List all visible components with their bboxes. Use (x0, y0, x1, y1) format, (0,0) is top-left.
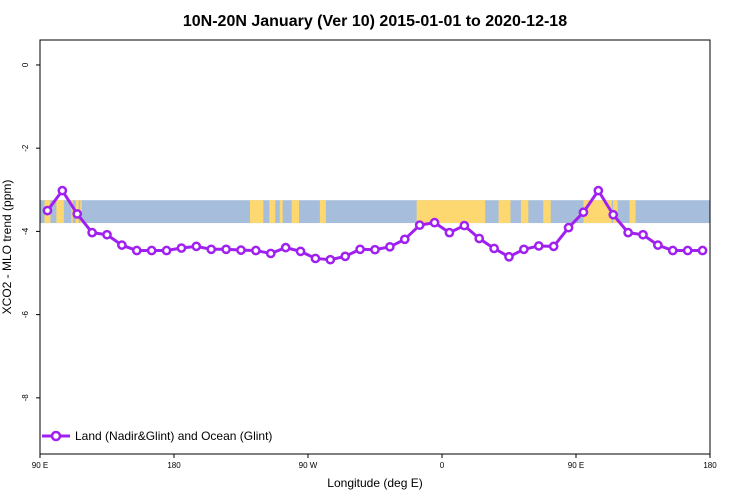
data-point (117, 240, 127, 250)
data-point (697, 245, 708, 256)
data-point (385, 241, 395, 252)
data-point (608, 209, 619, 220)
plot-frame (39, 39, 711, 455)
map-land (520, 200, 529, 224)
x-tick-label: 90 E (32, 461, 48, 470)
data-point (295, 246, 306, 257)
data-point (682, 245, 693, 256)
data-point (355, 244, 365, 255)
x-tick-label: 0 (440, 461, 445, 470)
legend: Land (Nadir&Glint) and Ocean (Glint) (42, 429, 272, 443)
data-point (444, 227, 455, 238)
y-tick-label: -6 (21, 311, 30, 319)
map-land (629, 200, 636, 224)
map-land (71, 200, 73, 224)
map-land (319, 200, 326, 224)
legend-label: Land (Nadir&Glint) and Ocean (Glint) (75, 429, 272, 443)
legend-marker-swatch (50, 430, 62, 442)
data-point (519, 244, 529, 255)
series-layer (42, 185, 708, 265)
data-point (236, 245, 246, 255)
data-point (399, 234, 410, 245)
y-axis: 0 -2 -4 -6 -8 (21, 62, 40, 401)
data-point (72, 209, 83, 219)
data-point (504, 251, 514, 262)
data-point (340, 251, 351, 262)
map-land (249, 200, 264, 224)
data-point (280, 242, 291, 253)
data-point (251, 245, 261, 256)
data-point (653, 240, 663, 250)
data-point (176, 243, 187, 253)
data-point (57, 185, 68, 196)
x-axis-label: Longitude (deg E) (327, 476, 422, 490)
map-land (56, 200, 64, 224)
map-land (583, 200, 612, 224)
x-axis: 90 E 180 90 W 0 90 E 180 (32, 454, 717, 470)
data-point (578, 207, 589, 218)
map-ocean (40, 200, 710, 224)
data-point (102, 229, 112, 240)
data-point (414, 220, 425, 231)
data-point (221, 244, 231, 255)
data-point (667, 245, 678, 256)
data-point (325, 254, 336, 265)
data-point (459, 220, 470, 231)
data-point (623, 227, 633, 238)
data-point (548, 241, 559, 252)
y-tick-label: 0 (21, 62, 30, 67)
data-point (42, 205, 53, 216)
map-land (416, 200, 486, 224)
y-tick-label: -2 (21, 144, 30, 152)
data-point (533, 241, 544, 251)
x-tick-label: 90 W (299, 461, 318, 470)
y-axis-label: XCO2 - MLO trend (ppm) (0, 180, 14, 315)
map-land (269, 200, 276, 224)
data-point (563, 222, 574, 233)
data-point (191, 241, 202, 252)
map-land (279, 200, 283, 224)
data-point (593, 185, 604, 196)
data-point (474, 233, 485, 244)
map-land (543, 200, 551, 224)
data-point (87, 227, 97, 238)
data-point (370, 244, 380, 255)
data-point (161, 245, 172, 256)
data-point (146, 245, 157, 256)
data-point (131, 245, 142, 256)
x-tick-label: 180 (167, 461, 181, 470)
data-point (310, 253, 321, 264)
x-tick-label: 90 E (568, 461, 584, 470)
data-point (206, 244, 217, 255)
y-tick-label: -8 (21, 394, 30, 402)
map-band (40, 200, 710, 224)
chart-title: 10N-20N January (Ver 10) 2015-01-01 to 2… (183, 13, 567, 30)
data-point (265, 248, 276, 259)
data-point (638, 229, 648, 240)
data-point (429, 217, 440, 228)
map-land (291, 200, 300, 224)
y-tick-label: -4 (21, 227, 30, 235)
x-tick-label: 180 (703, 461, 717, 470)
data-point (489, 243, 499, 254)
map-land (498, 200, 511, 224)
